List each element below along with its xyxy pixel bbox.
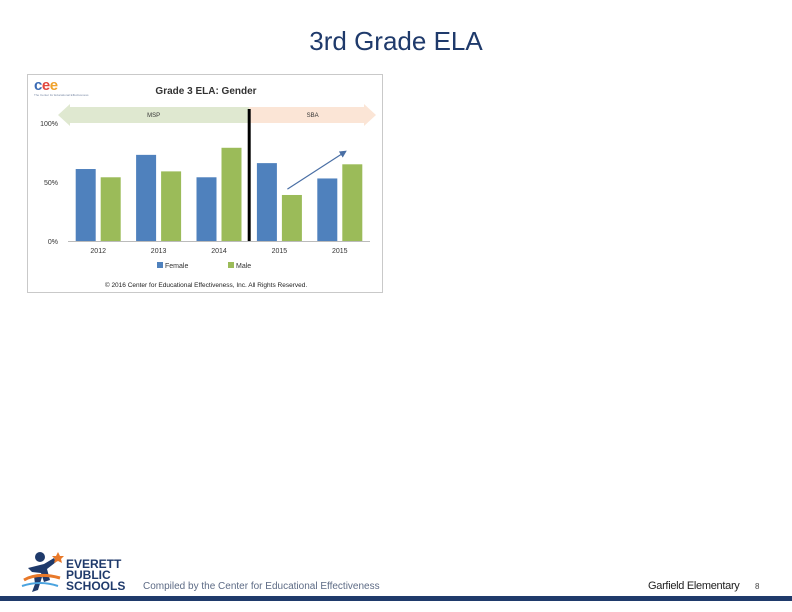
assessment-band-sba <box>249 104 376 126</box>
bar-male-1 <box>161 171 182 241</box>
footer-credit: Compiled by the Center for Educational E… <box>143 581 380 592</box>
bar-male-4 <box>342 164 363 241</box>
bar-female-3 <box>256 163 277 241</box>
school-name: Garfield Elementary <box>648 580 740 592</box>
chart-title: Grade 3 ELA: Gender <box>155 86 256 97</box>
y-tick-label: 50% <box>44 180 58 187</box>
trend-arrow <box>287 150 347 190</box>
chart-copyright: © 2016 Center for Educational Effectiven… <box>105 281 307 289</box>
bar-female-1 <box>136 154 157 241</box>
footer-bar <box>0 596 792 601</box>
bar-male-2 <box>221 147 242 241</box>
y-tick-label: 100% <box>40 121 58 128</box>
chart-frame: cee The Center for Educational Effective… <box>27 74 383 293</box>
district-wordmark: EVERETT PUBLIC SCHOOLS <box>66 557 126 593</box>
cee-tagline: The Center for Educational Effectiveness <box>34 93 89 97</box>
district-word: EVERETT <box>66 557 122 571</box>
x-tick-label: 2014 <box>211 248 227 255</box>
cee-logo: cee <box>34 77 58 94</box>
legend-swatch-female <box>157 262 163 268</box>
district-word: PUBLIC <box>66 568 111 582</box>
x-tick-label: 2015 <box>332 248 348 255</box>
x-tick-label: 2013 <box>151 248 167 255</box>
legend-label: Female <box>165 263 188 270</box>
district-logo: EVERETT PUBLIC SCHOOLS <box>20 550 138 596</box>
district-word: SCHOOLS <box>66 579 126 593</box>
bar-female-0 <box>75 169 96 241</box>
bar-female-2 <box>196 177 217 241</box>
bar-male-3 <box>281 194 302 241</box>
assessment-band-label: MSP <box>147 113 160 119</box>
cee-logo-letter: e <box>41 77 50 94</box>
legend-label: Male <box>236 263 251 270</box>
legend-swatch-male <box>228 262 234 268</box>
cee-logo-letter: c <box>34 77 42 94</box>
bar-chart: Grade 3 ELA: Gender MSP SBA 0% 50% 100% 2012 20… <box>40 86 376 289</box>
bar-female-4 <box>317 178 338 241</box>
y-tick-label: 0% <box>48 239 58 246</box>
bar-male-0 <box>100 177 121 241</box>
assessment-band-label: SBA <box>307 113 319 119</box>
page-number: 8 <box>755 582 760 591</box>
x-tick-label: 2015 <box>272 248 288 255</box>
runner-icon <box>21 552 64 592</box>
assessment-band-msp <box>58 104 250 126</box>
slide-title: 3rd Grade ELA <box>309 26 483 56</box>
cee-logo-letter: e <box>49 77 58 94</box>
x-tick-label: 2012 <box>90 248 106 255</box>
